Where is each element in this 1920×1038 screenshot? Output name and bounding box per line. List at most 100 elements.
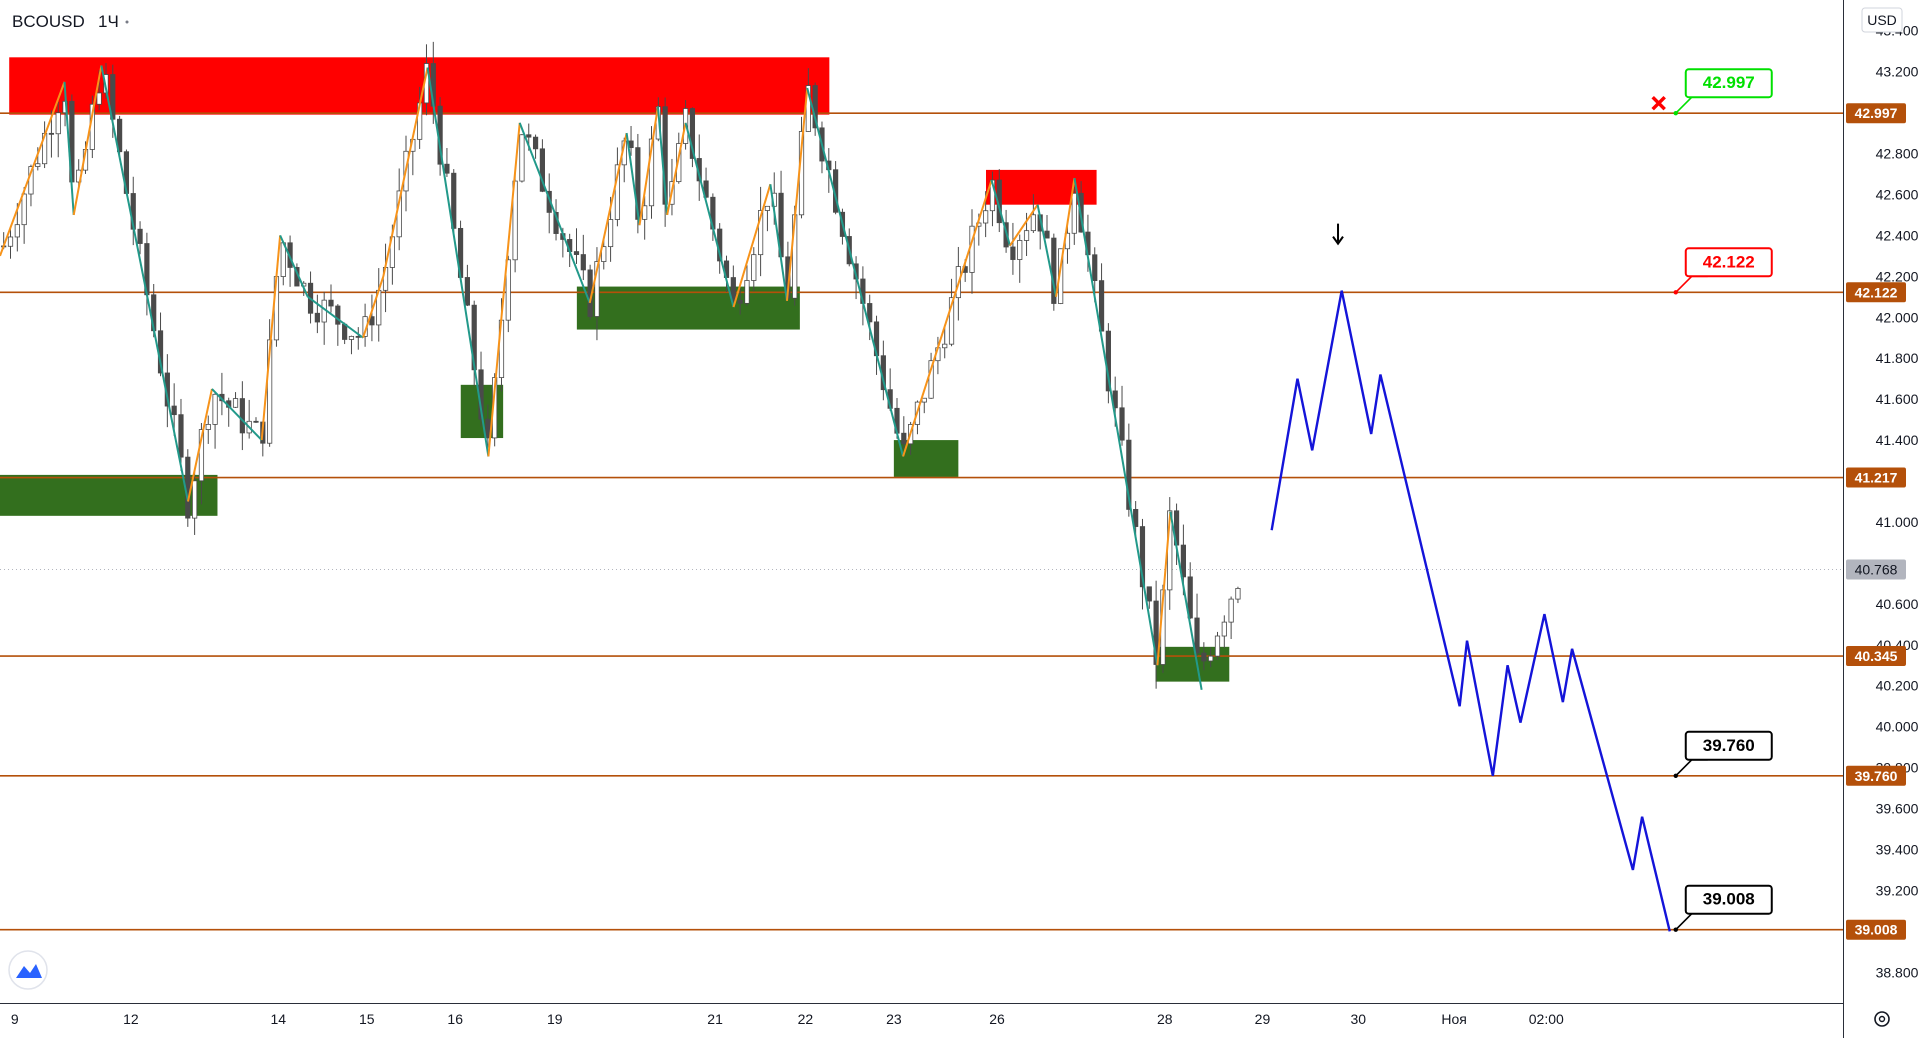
- price-tick-label: 40.600: [1876, 596, 1919, 612]
- time-tick-label: 28: [1157, 1011, 1173, 1027]
- price-tick-label: 41.600: [1876, 391, 1919, 407]
- price-tick-label: 40.200: [1876, 678, 1919, 694]
- candle: [928, 360, 934, 399]
- candle: [348, 335, 355, 340]
- callout-box[interactable]: [1684, 68, 1773, 99]
- down-arrow-head-icon: [1332, 236, 1344, 246]
- candle: [867, 303, 873, 323]
- currency-button[interactable]: [1861, 7, 1903, 33]
- time-tick-label: 15: [359, 1011, 375, 1027]
- candle: [580, 254, 586, 271]
- zigzag-down-segment: [806, 87, 905, 457]
- zigzag-up-segment: [638, 106, 659, 226]
- price-tick-label: 42.200: [1876, 268, 1919, 284]
- level-price-text: 39.760: [1855, 768, 1898, 784]
- callout-box[interactable]: [1684, 730, 1773, 761]
- symbol-title[interactable]: BCOUSD: [12, 12, 85, 31]
- level-price-text: 41.217: [1855, 470, 1898, 486]
- zigzag-up-segment: [362, 276, 385, 339]
- candle: [573, 251, 580, 255]
- candle: [1010, 246, 1016, 260]
- zigzag-up-segment: [1156, 511, 1172, 666]
- price-tick-label: 39.400: [1876, 841, 1919, 857]
- callout-anchor: [1673, 773, 1678, 778]
- candle: [253, 420, 259, 423]
- callout-anchor: [1673, 110, 1678, 116]
- candle: [942, 343, 948, 349]
- candle: [1201, 652, 1207, 662]
- candle: [751, 254, 757, 281]
- candle: [1180, 544, 1186, 578]
- zigzag-up-segment: [785, 87, 809, 301]
- logo-mountain-icon: [16, 964, 42, 978]
- level-price-label: [1846, 467, 1906, 488]
- candle: [1017, 240, 1023, 260]
- zigzag-up-segment: [588, 132, 628, 304]
- candle: [1023, 230, 1030, 241]
- zigzag-up-segment: [382, 67, 429, 277]
- zigzag-down-segment: [279, 234, 309, 298]
- candle: [451, 172, 457, 229]
- candle: [267, 339, 273, 444]
- candle: [35, 163, 41, 167]
- gear-icon[interactable]: [1874, 1011, 1890, 1027]
- price-tick-label: 42.400: [1876, 227, 1919, 243]
- cross-marker-icon: [1651, 95, 1666, 111]
- zigzag-down-segment: [211, 388, 263, 441]
- time-tick-label: 02:00: [1529, 1011, 1564, 1027]
- candle: [232, 398, 239, 408]
- interval-label[interactable]: 1Ч: [98, 12, 119, 31]
- time-tick-label: 19: [547, 1011, 563, 1027]
- candle: [737, 300, 743, 304]
- candle: [1030, 214, 1036, 232]
- header-dot: [125, 20, 129, 24]
- candle: [730, 277, 736, 301]
- candle: [48, 132, 55, 135]
- callout-anchor: [1673, 927, 1678, 932]
- candle: [594, 261, 600, 317]
- level-price-label: [1846, 103, 1906, 124]
- time-tick-label: 23: [886, 1011, 902, 1027]
- zigzag-down-segment: [625, 132, 641, 226]
- candle: [178, 414, 184, 458]
- price-tick-label: 42.600: [1876, 186, 1919, 202]
- candle: [117, 118, 123, 153]
- price-tick-label: 42.000: [1876, 309, 1919, 325]
- level-price-label: [1846, 765, 1906, 786]
- candle: [648, 138, 655, 207]
- candle: [519, 134, 525, 182]
- candle: [1208, 655, 1214, 662]
- zigzag-down-segment: [63, 81, 75, 215]
- candle: [1146, 586, 1152, 602]
- level-price-label: [1846, 282, 1906, 303]
- candle: [55, 112, 61, 135]
- candle: [607, 219, 614, 248]
- price-tick-label: 41.000: [1876, 514, 1919, 530]
- price-tick-label: 39.200: [1876, 882, 1919, 898]
- level-price-text: 42.997: [1855, 105, 1898, 121]
- candle: [948, 297, 955, 345]
- candle: [1235, 588, 1241, 600]
- gear-icon-center: [1878, 1015, 1886, 1023]
- candle: [1071, 192, 1077, 234]
- time-tick-label: 14: [271, 1011, 287, 1027]
- callout-box[interactable]: [1684, 247, 1773, 278]
- candle: [1194, 617, 1200, 654]
- candle: [185, 456, 191, 519]
- candle: [526, 134, 532, 138]
- price-tick-label: 41.800: [1876, 350, 1919, 366]
- zigzag-down-segment: [100, 65, 189, 502]
- time-tick-label: 12: [123, 1011, 139, 1027]
- level-price-text: 40.345: [1855, 648, 1898, 664]
- candle: [758, 210, 764, 256]
- price-tick-label: 41.400: [1876, 432, 1919, 448]
- candle: [1044, 230, 1050, 239]
- demand-zone: [576, 286, 800, 330]
- callout-box[interactable]: [1684, 884, 1773, 915]
- candle: [14, 224, 20, 238]
- level-price-text: 42.122: [1855, 284, 1898, 300]
- time-tick-label: 22: [798, 1011, 814, 1027]
- candle: [192, 480, 198, 519]
